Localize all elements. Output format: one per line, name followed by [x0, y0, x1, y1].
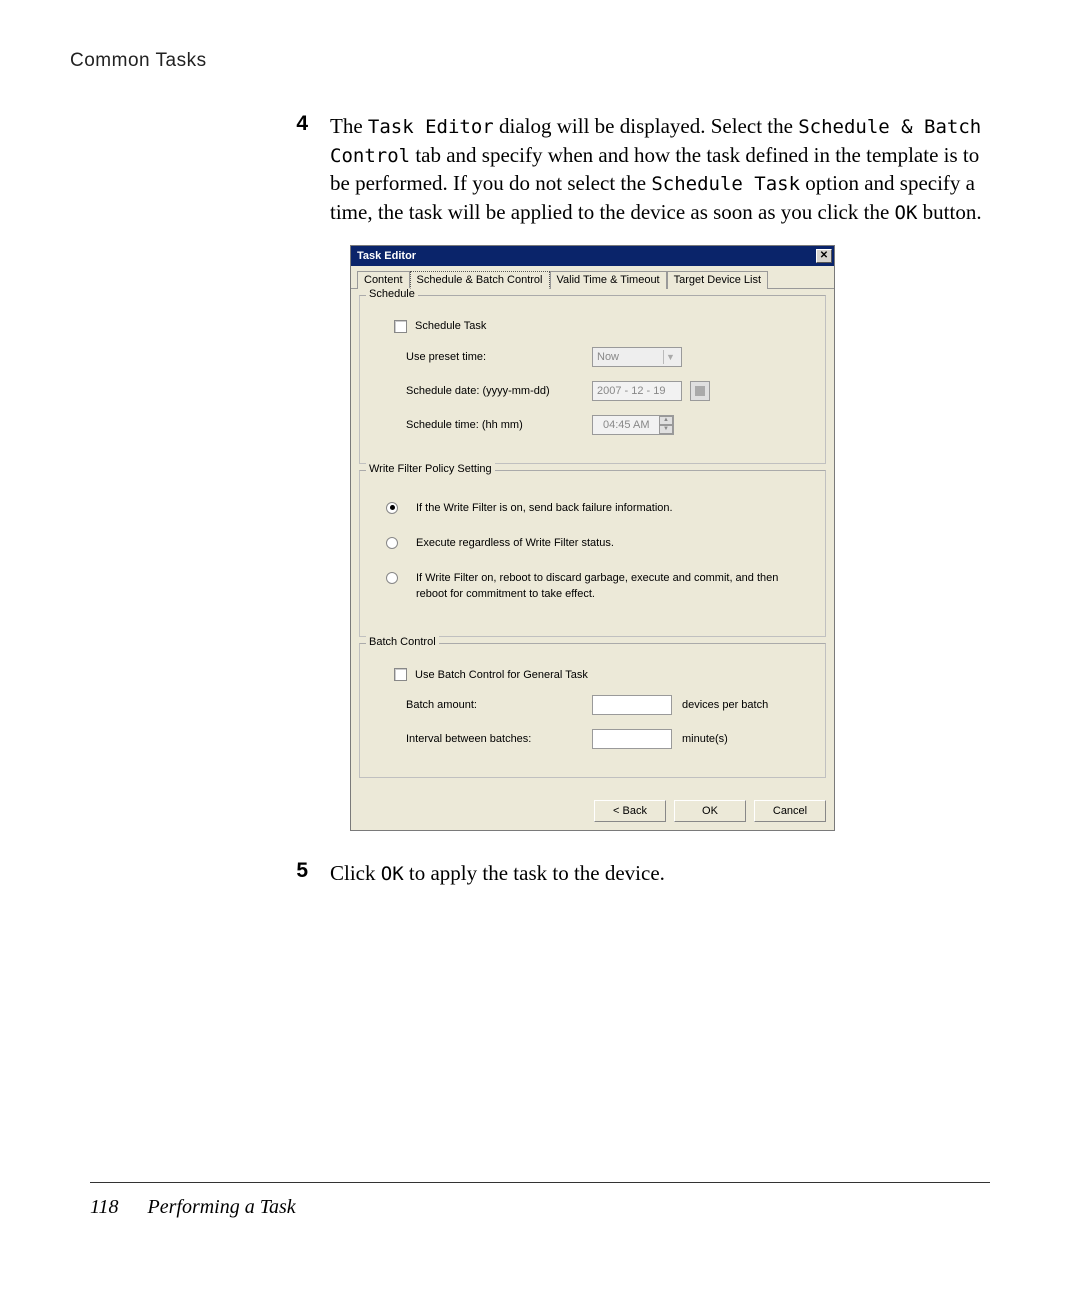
close-button[interactable]: ✕ — [816, 249, 832, 263]
step-text: The Task Editor dialog will be displayed… — [330, 112, 990, 227]
tab-schedule-batch[interactable]: Schedule & Batch Control — [410, 271, 550, 289]
back-button[interactable]: < Back — [594, 800, 666, 822]
batch-interval-suffix: minute(s) — [682, 733, 728, 745]
ui-term: OK — [381, 863, 404, 885]
step-number: 5 — [288, 859, 330, 888]
cancel-button[interactable]: Cancel — [754, 800, 826, 822]
page-footer: 118 Performing a Task — [90, 1196, 296, 1219]
step-text: Click OK to apply the task to the device… — [330, 859, 990, 888]
spin-down-icon[interactable]: ▼ — [659, 425, 673, 434]
write-filter-legend: Write Filter Policy Setting — [366, 463, 495, 475]
write-filter-group: Write Filter Policy Setting If the Write… — [359, 470, 826, 638]
schedule-date-value: 2007 - 12 - 19 — [597, 385, 666, 397]
titlebar[interactable]: Task Editor ✕ — [351, 246, 834, 266]
spin-up-icon[interactable]: ▲ — [659, 416, 673, 425]
task-editor-dialog: Task Editor ✕ Content Schedule & Batch C… — [350, 245, 835, 832]
wf-radio-failure-label: If the Write Filter is on, send back fai… — [416, 501, 683, 516]
text: The — [330, 114, 368, 138]
text: button. — [917, 200, 981, 224]
schedule-date-label: Schedule date: (yyyy-mm-dd) — [372, 385, 562, 397]
tab-bar: Content Schedule & Batch Control Valid T… — [351, 266, 834, 289]
schedule-time-label: Schedule time: (hh mm) — [372, 419, 562, 431]
dialog-container: Task Editor ✕ Content Schedule & Batch C… — [350, 245, 990, 832]
wf-radio-regardless-label: Execute regardless of Write Filter statu… — [416, 536, 624, 551]
batch-amount-suffix: devices per batch — [682, 699, 768, 711]
preset-time-value: Now — [597, 351, 619, 363]
tab-target-device[interactable]: Target Device List — [667, 271, 768, 289]
wf-radio-reboot[interactable] — [386, 572, 398, 584]
date-picker-button[interactable] — [690, 381, 710, 401]
chevron-down-icon: ▼ — [663, 350, 677, 364]
button-bar: < Back OK Cancel — [351, 792, 834, 830]
batch-control-group: Batch Control Use Batch Control for Gene… — [359, 643, 826, 778]
step-number: 4 — [288, 112, 330, 227]
step-4: 4 The Task Editor dialog will be display… — [70, 112, 990, 227]
step-5: 5 Click OK to apply the task to the devi… — [70, 859, 990, 888]
schedule-task-label: Schedule Task — [415, 320, 486, 332]
batch-interval-label: Interval between batches: — [372, 733, 562, 745]
schedule-legend: Schedule — [366, 288, 418, 300]
batch-amount-input[interactable] — [592, 695, 672, 715]
close-icon: ✕ — [820, 251, 828, 261]
preset-time-label: Use preset time: — [372, 351, 562, 363]
footer-rule — [90, 1182, 990, 1183]
page: Common Tasks 4 The Task Editor dialog wi… — [0, 0, 1080, 1311]
schedule-time-input[interactable]: 04:45 AM ▲ ▼ — [592, 415, 674, 435]
batch-amount-label: Batch amount: — [372, 699, 562, 711]
schedule-group: Schedule Schedule Task Use preset time: … — [359, 295, 826, 464]
tab-valid-time[interactable]: Valid Time & Timeout — [550, 271, 667, 289]
schedule-task-checkbox[interactable] — [394, 320, 407, 333]
footer-title: Performing a Task — [148, 1196, 296, 1218]
calendar-icon — [695, 386, 705, 396]
batch-interval-input[interactable] — [592, 729, 672, 749]
batch-legend: Batch Control — [366, 636, 439, 648]
tab-content[interactable]: Content — [357, 271, 410, 289]
page-header: Common Tasks — [70, 50, 990, 72]
spinner-buttons[interactable]: ▲ ▼ — [659, 416, 673, 434]
ui-term: OK — [895, 202, 918, 224]
wf-radio-reboot-label: If Write Filter on, reboot to discard ga… — [416, 571, 813, 602]
wf-radio-failure[interactable] — [386, 502, 398, 514]
wf-radio-regardless[interactable] — [386, 537, 398, 549]
text: dialog will be displayed. Select the — [494, 114, 798, 138]
text: to apply the task to the device. — [404, 861, 665, 885]
dialog-title: Task Editor — [357, 250, 816, 262]
preset-time-select[interactable]: Now ▼ — [592, 347, 682, 367]
batch-control-label: Use Batch Control for General Task — [415, 669, 588, 681]
text: Click — [330, 861, 381, 885]
page-number: 118 — [90, 1196, 119, 1218]
schedule-date-input[interactable]: 2007 - 12 - 19 — [592, 381, 682, 401]
batch-control-checkbox[interactable] — [394, 668, 407, 681]
ui-term: Task Editor — [368, 116, 494, 138]
ui-term: Schedule Task — [651, 173, 800, 195]
dialog-body: Schedule Schedule Task Use preset time: … — [351, 289, 834, 793]
ok-button[interactable]: OK — [674, 800, 746, 822]
schedule-time-value: 04:45 AM — [603, 419, 649, 431]
